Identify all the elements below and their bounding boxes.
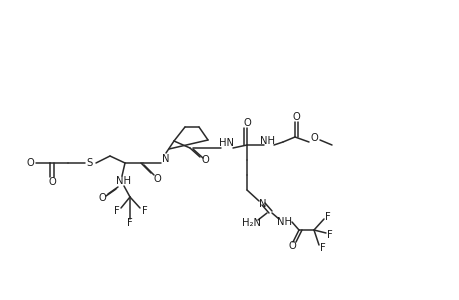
Text: N: N bbox=[259, 199, 266, 209]
Text: O: O bbox=[309, 133, 317, 143]
Text: F: F bbox=[326, 230, 332, 240]
Text: F: F bbox=[142, 206, 147, 216]
Text: O: O bbox=[26, 158, 34, 168]
Text: NH: NH bbox=[116, 176, 131, 186]
Text: F: F bbox=[114, 206, 120, 216]
Text: O: O bbox=[48, 177, 56, 187]
Text: NH: NH bbox=[277, 217, 292, 227]
Text: F: F bbox=[319, 243, 325, 253]
Text: HN: HN bbox=[219, 138, 234, 148]
Text: H₂N: H₂N bbox=[242, 218, 261, 228]
Text: O: O bbox=[287, 241, 295, 251]
Text: F: F bbox=[325, 212, 330, 222]
Text: S: S bbox=[87, 158, 93, 168]
Text: O: O bbox=[153, 174, 161, 184]
Text: O: O bbox=[98, 193, 106, 203]
Text: F: F bbox=[127, 218, 133, 228]
Text: NH: NH bbox=[260, 136, 275, 146]
Text: O: O bbox=[243, 118, 250, 128]
Text: O: O bbox=[291, 112, 299, 122]
Text: N: N bbox=[162, 154, 169, 164]
Text: O: O bbox=[201, 155, 208, 165]
